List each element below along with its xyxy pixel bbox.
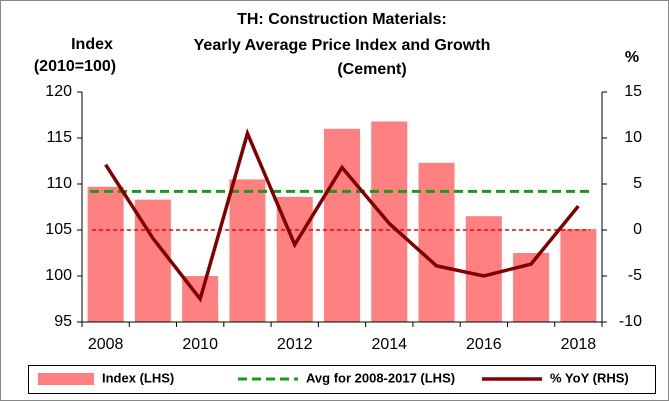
legend-label: % YoY (RHS): [550, 370, 629, 385]
x-tick-label: 2016: [466, 336, 502, 353]
chart-title: TH: Construction Materials:: [237, 11, 447, 28]
legend: [28, 365, 656, 394]
legend-label: Avg for 2008-2017 (LHS): [306, 370, 455, 385]
y-tick-label: 105: [45, 221, 72, 238]
chart-title: Yearly Average Price Index and Growth: [194, 37, 491, 54]
bar: [418, 162, 455, 322]
y2-tick-label: 10: [624, 129, 642, 146]
x-tick-label: 2012: [277, 336, 313, 353]
bar: [87, 186, 124, 322]
bar: [229, 179, 266, 322]
chart-title: (Cement): [337, 61, 406, 78]
y2-tick-label: 15: [624, 83, 642, 100]
legend-swatch: [38, 373, 94, 385]
bar: [324, 128, 360, 322]
y-axis-label: Index: [71, 36, 113, 53]
y2-tick-label: -5: [628, 267, 642, 284]
y-tick-label: 120: [45, 83, 72, 100]
y2-axis-label: %: [625, 49, 639, 66]
bar: [560, 229, 597, 322]
y-tick-label: 110: [46, 175, 72, 192]
legend-label: Index (LHS): [102, 370, 174, 385]
x-tick-label: 2014: [371, 336, 407, 353]
y-axis-label: (2010=100): [34, 58, 116, 75]
y-tick-label: 95: [54, 313, 72, 330]
line-series: [104, 128, 580, 303]
x-tick-label: 2008: [88, 336, 124, 353]
x-tick-label: 2018: [561, 336, 597, 353]
bar: [465, 216, 502, 322]
x-tick-label: 2010: [182, 336, 218, 353]
y2-tick-label: -10: [619, 313, 642, 330]
y-tick-label: 115: [46, 129, 72, 146]
y2-tick-label: 0: [633, 221, 642, 238]
y2-tick-label: 5: [633, 175, 642, 192]
y-tick-label: 100: [45, 267, 72, 284]
